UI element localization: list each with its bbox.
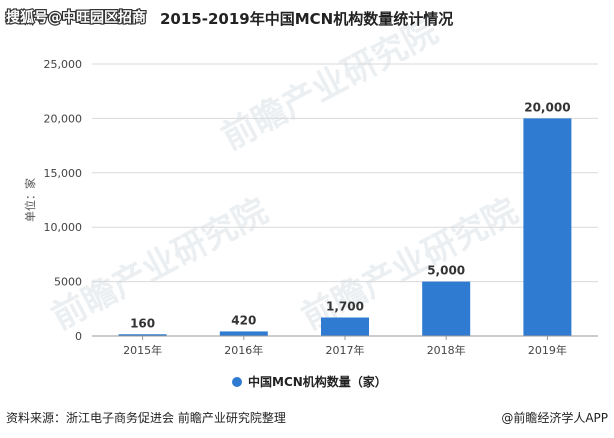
x-tick-label: 2017年 (326, 343, 365, 357)
legend-marker (232, 377, 242, 387)
y-tick-label: 5000 (54, 276, 82, 289)
bars (118, 118, 572, 337)
data-label: 420 (231, 313, 256, 327)
y-tick-label: 25,000 (44, 58, 83, 71)
x-tick-label: 2016年 (224, 343, 263, 357)
data-labels: 160 420 1,700 5,000 20,000 (130, 100, 570, 330)
gridlines (92, 63, 598, 283)
legend-label: 中国MCN机构数量（家） (248, 374, 387, 389)
y-tick-label: 15,000 (44, 167, 83, 180)
x-tick-label: 2018年 (427, 343, 466, 357)
bar (523, 118, 572, 337)
overlay-caption: 搜狐号@中旺园区招商 (6, 9, 146, 26)
data-label: 5,000 (427, 264, 465, 278)
x-tick-label: 2015年 (123, 343, 162, 357)
y-tick-labels: 0 5000 10,000 15,000 20,000 25,000 (44, 58, 83, 343)
data-label: 160 (130, 316, 155, 330)
bar (422, 281, 471, 336)
source-note: 资料来源：浙江电子商务促进会 前瞻产业研究院整理 (6, 410, 286, 425)
bar (219, 331, 268, 336)
data-label: 1,700 (326, 300, 364, 314)
y-axis-label: 单位：家 (23, 178, 37, 222)
brand-credit: @前瞻经济学人APP (501, 410, 608, 425)
svg-text:前瞻产业研究院: 前瞻产业研究院 (215, 11, 444, 158)
bar (321, 317, 369, 336)
data-label: 20,000 (524, 100, 570, 114)
bar (118, 334, 167, 336)
chart-title: 2015-2019年中国MCN机构数量统计情况 (160, 10, 453, 28)
y-tick-label: 0 (75, 330, 82, 343)
y-tick-label: 10,000 (44, 221, 83, 234)
y-tick-label: 20,000 (44, 112, 83, 125)
x-tick-labels: 2015年 2016年 2017年 2018年 2019年 (123, 336, 567, 357)
svg-text:前瞻产业研究院: 前瞻产业研究院 (295, 191, 524, 338)
x-tick-label: 2019年 (528, 343, 567, 357)
legend: 中国MCN机构数量（家） (232, 374, 387, 389)
